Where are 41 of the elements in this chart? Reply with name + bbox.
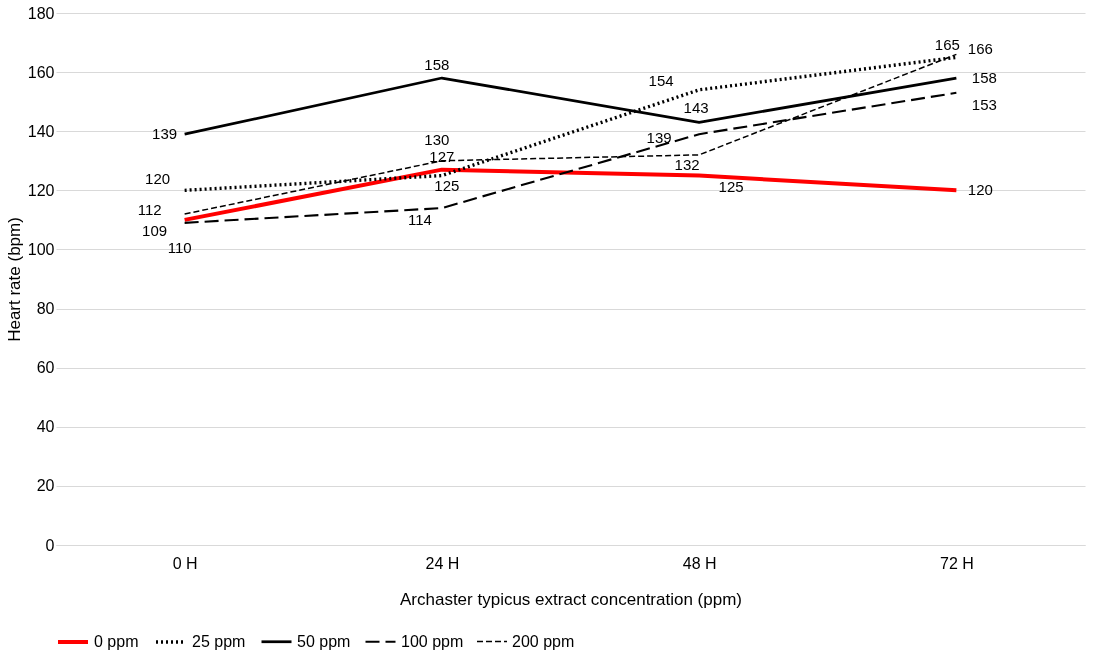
y-tick-label: 140 <box>27 122 55 140</box>
legend-label: 25 ppm <box>192 633 246 650</box>
x-tick-label: 72 H <box>939 554 974 572</box>
data-label: 158 <box>424 56 450 74</box>
data-label: 114 <box>407 211 432 229</box>
legend-label: 0 ppm <box>94 633 139 650</box>
data-label: 165 <box>934 36 960 54</box>
x-tick-label: 24 H <box>425 554 460 572</box>
data-label: 139 <box>646 129 672 147</box>
y-tick-label: 20 <box>36 477 55 495</box>
data-label: 154 <box>648 71 674 89</box>
data-label: 110 <box>167 238 192 256</box>
y-tick-label: 60 <box>36 359 55 377</box>
data-label: 166 <box>967 40 993 58</box>
y-axis-title: Heart rate (bpm) <box>4 217 24 342</box>
data-label: 143 <box>683 99 709 117</box>
legend-label: 100 ppm <box>401 632 464 650</box>
legend-label: 50 ppm <box>297 632 351 650</box>
y-tick-label: 100 <box>27 240 55 258</box>
data-label: 109 <box>142 221 168 239</box>
y-tick-label: 160 <box>27 63 55 81</box>
data-label: 120 <box>967 181 993 199</box>
x-axis-title: Archaster typicus extract concentration (ppm) <box>399 589 743 609</box>
data-label: 132 <box>674 155 700 173</box>
legend-label: 200 ppm <box>512 632 575 650</box>
y-tick-label: 40 <box>36 418 55 436</box>
y-tick-label: 0 <box>45 536 55 554</box>
data-label: 130 <box>424 130 450 148</box>
data-label: 120 <box>145 170 171 188</box>
y-tick-label: 120 <box>27 181 55 199</box>
x-tick-label: 48 H <box>682 554 717 572</box>
data-label: 139 <box>152 125 178 143</box>
data-label: 125 <box>434 176 460 194</box>
data-label: 112 <box>137 200 162 218</box>
data-label: 125 <box>718 177 744 195</box>
data-label: 127 <box>429 147 455 165</box>
data-label: 153 <box>971 95 997 113</box>
data-label: 158 <box>971 69 997 87</box>
x-tick-label: 0 H <box>172 554 198 572</box>
y-tick-label: 80 <box>36 300 55 318</box>
y-tick-label: 180 <box>27 4 55 22</box>
